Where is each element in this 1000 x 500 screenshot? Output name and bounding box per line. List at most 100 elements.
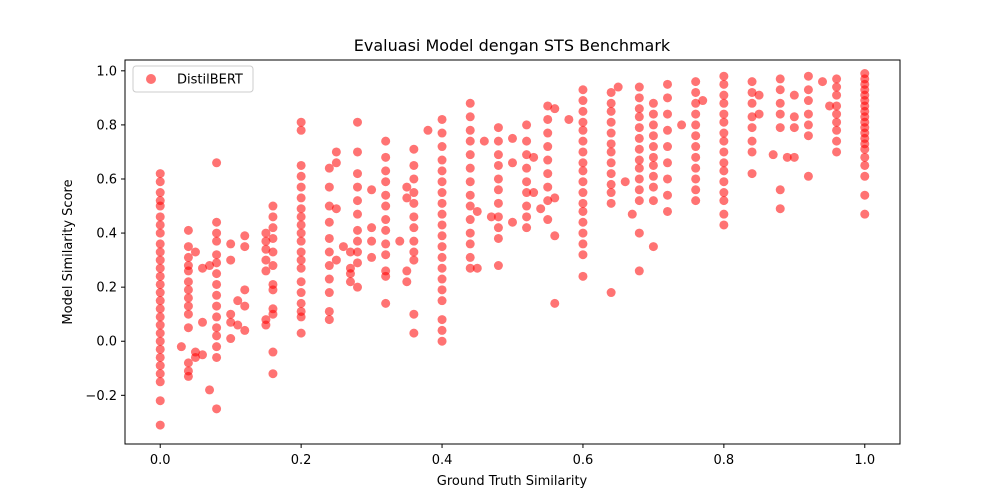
data-point bbox=[324, 233, 334, 243]
data-point bbox=[634, 104, 644, 114]
y-axis-ticks: −0.2 0.0 0.2 0.4 0.6 0.8 1.0 bbox=[85, 64, 125, 404]
data-point bbox=[522, 136, 532, 146]
data-point bbox=[465, 263, 475, 273]
data-point bbox=[465, 125, 475, 135]
data-point bbox=[493, 150, 503, 160]
data-point bbox=[183, 225, 193, 235]
y-tick-label: −0.2 bbox=[85, 389, 117, 404]
data-point bbox=[522, 201, 532, 211]
data-point bbox=[331, 147, 341, 157]
data-point bbox=[198, 317, 207, 327]
data-point bbox=[296, 204, 306, 214]
data-point bbox=[472, 263, 482, 273]
data-point bbox=[212, 228, 222, 238]
x-tick-label: 0.2 bbox=[291, 453, 312, 468]
data-point bbox=[240, 242, 250, 252]
data-point bbox=[155, 369, 165, 379]
data-point bbox=[747, 169, 757, 179]
data-point bbox=[226, 334, 236, 344]
data-point bbox=[768, 150, 778, 160]
data-point bbox=[606, 288, 616, 298]
data-point bbox=[578, 158, 588, 168]
data-point bbox=[578, 125, 588, 135]
data-point bbox=[324, 182, 334, 192]
data-point bbox=[437, 188, 447, 198]
data-point bbox=[437, 166, 447, 176]
x-tick-label: 0.4 bbox=[432, 453, 453, 468]
data-point bbox=[353, 182, 362, 192]
data-point bbox=[296, 298, 306, 308]
data-point bbox=[522, 120, 532, 130]
data-point bbox=[648, 160, 658, 170]
y-tick-label: 0.4 bbox=[96, 227, 117, 242]
data-point bbox=[493, 123, 503, 133]
data-point bbox=[522, 163, 532, 173]
data-point bbox=[832, 82, 842, 92]
data-point bbox=[155, 328, 165, 338]
data-point bbox=[268, 223, 278, 233]
data-point bbox=[437, 242, 447, 252]
data-point bbox=[606, 139, 616, 149]
data-point bbox=[331, 255, 341, 265]
data-point bbox=[437, 155, 447, 165]
data-point bbox=[353, 196, 362, 206]
data-point bbox=[268, 201, 278, 211]
data-point bbox=[261, 236, 271, 246]
data-point bbox=[648, 120, 658, 130]
data-point bbox=[803, 120, 813, 130]
data-point bbox=[381, 166, 391, 176]
data-point bbox=[754, 109, 764, 119]
data-point bbox=[543, 114, 553, 124]
data-point bbox=[324, 288, 334, 298]
data-point bbox=[183, 323, 193, 333]
data-point bbox=[747, 147, 757, 157]
data-point bbox=[465, 112, 475, 122]
data-point bbox=[226, 255, 236, 265]
data-point bbox=[240, 285, 250, 295]
data-point bbox=[691, 77, 701, 87]
data-point bbox=[803, 85, 813, 95]
data-point bbox=[832, 136, 842, 146]
data-point bbox=[183, 277, 193, 287]
data-point bbox=[437, 198, 447, 208]
data-point bbox=[606, 147, 616, 157]
data-point bbox=[747, 77, 757, 87]
data-point bbox=[775, 85, 785, 95]
data-point bbox=[402, 193, 412, 203]
data-point bbox=[634, 133, 644, 143]
data-point bbox=[437, 128, 447, 138]
data-point bbox=[381, 152, 391, 162]
data-point bbox=[719, 220, 729, 230]
data-point bbox=[268, 347, 278, 357]
data-point bbox=[331, 204, 341, 214]
data-point bbox=[338, 242, 348, 252]
data-point bbox=[409, 212, 419, 222]
data-point bbox=[698, 96, 708, 106]
data-point bbox=[155, 239, 165, 249]
data-point bbox=[465, 228, 475, 238]
data-point bbox=[543, 155, 553, 165]
data-point bbox=[543, 169, 553, 179]
data-point bbox=[240, 231, 250, 241]
data-point bbox=[409, 223, 419, 233]
data-point bbox=[648, 142, 658, 152]
data-point bbox=[648, 242, 658, 252]
data-point bbox=[409, 328, 419, 338]
data-point bbox=[803, 171, 813, 181]
x-axis-ticks: 0.0 0.2 0.4 0.6 0.8 1.0 bbox=[150, 444, 875, 468]
data-point bbox=[522, 188, 532, 198]
data-point bbox=[832, 90, 842, 100]
data-point bbox=[663, 206, 672, 216]
data-point bbox=[155, 361, 165, 371]
data-point bbox=[719, 71, 729, 81]
data-point bbox=[634, 174, 644, 184]
data-point bbox=[261, 228, 271, 238]
data-point bbox=[493, 212, 503, 222]
data-point bbox=[543, 142, 553, 152]
data-point bbox=[578, 96, 588, 106]
data-point bbox=[691, 185, 701, 195]
data-point bbox=[648, 182, 658, 192]
data-point bbox=[606, 117, 616, 127]
data-point bbox=[472, 206, 482, 216]
data-point bbox=[775, 123, 785, 133]
